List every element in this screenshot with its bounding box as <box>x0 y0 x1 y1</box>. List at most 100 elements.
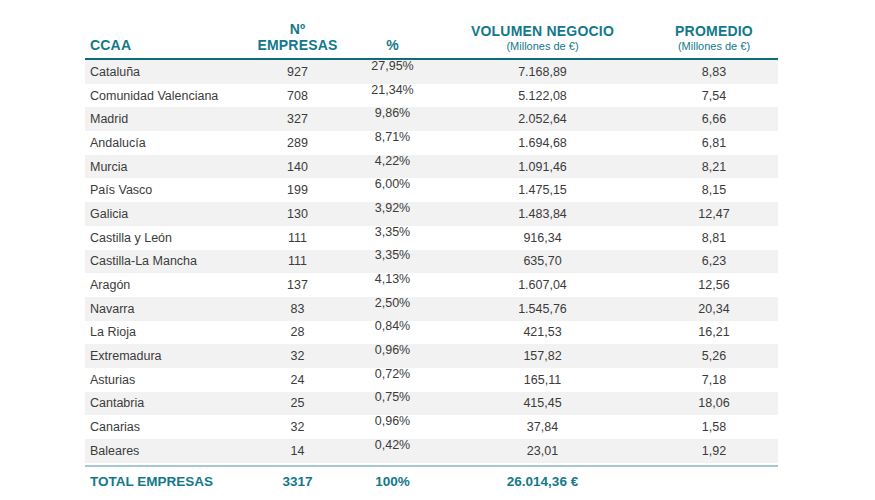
table-row: Navarra 83 2,50% 1.545,76 20,34 <box>85 297 778 321</box>
cell-ccaa: Aragón <box>85 278 245 292</box>
cell-volumen: 157,82 <box>435 349 650 363</box>
cell-empresas: 927 <box>245 65 350 79</box>
cell-volumen: 165,11 <box>435 373 650 387</box>
total-volumen: 26.014,36 € <box>435 474 650 489</box>
cell-promedio: 8,81 <box>650 231 778 245</box>
cell-empresas: 708 <box>245 89 350 103</box>
table-row: Madrid 327 9,86% 2.052,64 6,66 <box>85 107 778 131</box>
table-row: Baleares 14 0,42% 23,01 1,92 <box>85 439 778 463</box>
cell-pct: 4,13% <box>350 272 435 286</box>
cell-ccaa: Castilla-La Mancha <box>85 254 245 268</box>
cell-empresas: 32 <box>245 420 350 434</box>
cell-volumen: 635,70 <box>435 254 650 268</box>
cell-ccaa: La Rioja <box>85 325 245 339</box>
table-row: País Vasco 199 6,00% 1.475,15 8,15 <box>85 178 778 202</box>
cell-promedio: 18,06 <box>650 396 778 410</box>
cell-ccaa: Extremadura <box>85 349 245 363</box>
cell-ccaa: Asturias <box>85 373 245 387</box>
cell-promedio: 7,18 <box>650 373 778 387</box>
cell-pct: 4,22% <box>350 154 435 168</box>
column-header-volumen: VOLUMEN NEGOCIO (Millones de €) <box>435 23 650 53</box>
cell-volumen: 5.122,08 <box>435 89 650 103</box>
cell-empresas: 14 <box>245 444 350 458</box>
cell-promedio: 7,54 <box>650 89 778 103</box>
table-total-row: TOTAL EMPRESAS 3317 100% 26.014,36 € <box>85 465 778 497</box>
cell-promedio: 16,21 <box>650 325 778 339</box>
cell-volumen: 415,45 <box>435 396 650 410</box>
total-empresas: 3317 <box>245 474 350 489</box>
cell-empresas: 111 <box>245 254 350 268</box>
cell-ccaa: País Vasco <box>85 183 245 197</box>
table-body: Cataluña 927 27,95% 7.168,89 8,83 Comuni… <box>85 60 778 463</box>
cell-promedio: 12,47 <box>650 207 778 221</box>
table-row: Galicia 130 3,92% 1.483,84 12,47 <box>85 202 778 226</box>
cell-pct: 3,35% <box>350 225 435 239</box>
cell-volumen: 916,34 <box>435 231 650 245</box>
cell-volumen: 1.483,84 <box>435 207 650 221</box>
cell-volumen: 421,53 <box>435 325 650 339</box>
column-header-promedio-title: PROMEDIO <box>675 23 753 39</box>
column-header-pct: % <box>350 37 435 53</box>
cell-ccaa: Castilla y León <box>85 231 245 245</box>
table-row: Asturias 24 0,72% 165,11 7,18 <box>85 368 778 392</box>
cell-pct: 2,50% <box>350 296 435 310</box>
cell-empresas: 327 <box>245 112 350 126</box>
column-header-ccaa: CCAA <box>85 37 245 53</box>
cell-empresas: 24 <box>245 373 350 387</box>
cell-pct: 0,84% <box>350 319 435 333</box>
cell-volumen: 1.091,46 <box>435 160 650 174</box>
cell-pct: 9,86% <box>350 106 435 120</box>
table-row: Cataluña 927 27,95% 7.168,89 8,83 <box>85 60 778 84</box>
cell-promedio: 8,83 <box>650 65 778 79</box>
cell-ccaa: Cantabria <box>85 396 245 410</box>
cell-volumen: 23,01 <box>435 444 650 458</box>
column-header-promedio-subtitle: (Millones de €) <box>650 40 778 53</box>
cell-empresas: 137 <box>245 278 350 292</box>
table-row: Cantabria 25 0,75% 415,45 18,06 <box>85 392 778 416</box>
cell-promedio: 1,58 <box>650 420 778 434</box>
total-label: TOTAL EMPRESAS <box>85 474 245 489</box>
column-header-empresas-line1: Nº <box>290 21 306 37</box>
cell-empresas: 28 <box>245 325 350 339</box>
cell-promedio: 6,81 <box>650 136 778 150</box>
cell-empresas: 289 <box>245 136 350 150</box>
cell-pct: 3,35% <box>350 248 435 262</box>
table-row: Canarias 32 0,96% 37,84 1,58 <box>85 415 778 439</box>
cell-pct: 0,75% <box>350 390 435 404</box>
cell-pct: 0,96% <box>350 343 435 357</box>
table-row: Castilla-La Mancha 111 3,35% 635,70 6,23 <box>85 250 778 274</box>
cell-empresas: 199 <box>245 183 350 197</box>
table-row: Comunidad Valenciana 708 21,34% 5.122,08… <box>85 84 778 108</box>
cell-ccaa: Cataluña <box>85 65 245 79</box>
cell-pct: 21,34% <box>350 83 435 97</box>
cell-empresas: 130 <box>245 207 350 221</box>
cell-volumen: 1.607,04 <box>435 278 650 292</box>
cell-ccaa: Navarra <box>85 302 245 316</box>
table-row: Aragón 137 4,13% 1.607,04 12,56 <box>85 273 778 297</box>
cell-pct: 0,96% <box>350 414 435 428</box>
cell-ccaa: Murcia <box>85 160 245 174</box>
table-row: Murcia 140 4,22% 1.091,46 8,21 <box>85 155 778 179</box>
cell-volumen: 1.545,76 <box>435 302 650 316</box>
cell-ccaa: Canarias <box>85 420 245 434</box>
ccaa-companies-table: CCAA Nº EMPRESAS % VOLUMEN NEGOCIO (Mill… <box>85 16 778 497</box>
table-row: Extremadura 32 0,96% 157,82 5,26 <box>85 344 778 368</box>
column-header-empresas: Nº EMPRESAS <box>245 21 350 53</box>
table-row: Castilla y León 111 3,35% 916,34 8,81 <box>85 226 778 250</box>
cell-empresas: 140 <box>245 160 350 174</box>
column-header-promedio: PROMEDIO (Millones de €) <box>650 23 778 53</box>
cell-promedio: 12,56 <box>650 278 778 292</box>
cell-ccaa: Comunidad Valenciana <box>85 89 245 103</box>
cell-volumen: 37,84 <box>435 420 650 434</box>
column-header-volumen-title: VOLUMEN NEGOCIO <box>471 23 614 39</box>
cell-empresas: 25 <box>245 396 350 410</box>
cell-promedio: 8,21 <box>650 160 778 174</box>
cell-pct: 8,71% <box>350 130 435 144</box>
column-header-empresas-line2: EMPRESAS <box>257 37 337 53</box>
cell-ccaa: Galicia <box>85 207 245 221</box>
cell-promedio: 5,26 <box>650 349 778 363</box>
cell-empresas: 32 <box>245 349 350 363</box>
total-pct: 100% <box>350 474 435 489</box>
cell-volumen: 7.168,89 <box>435 65 650 79</box>
cell-promedio: 1,92 <box>650 444 778 458</box>
